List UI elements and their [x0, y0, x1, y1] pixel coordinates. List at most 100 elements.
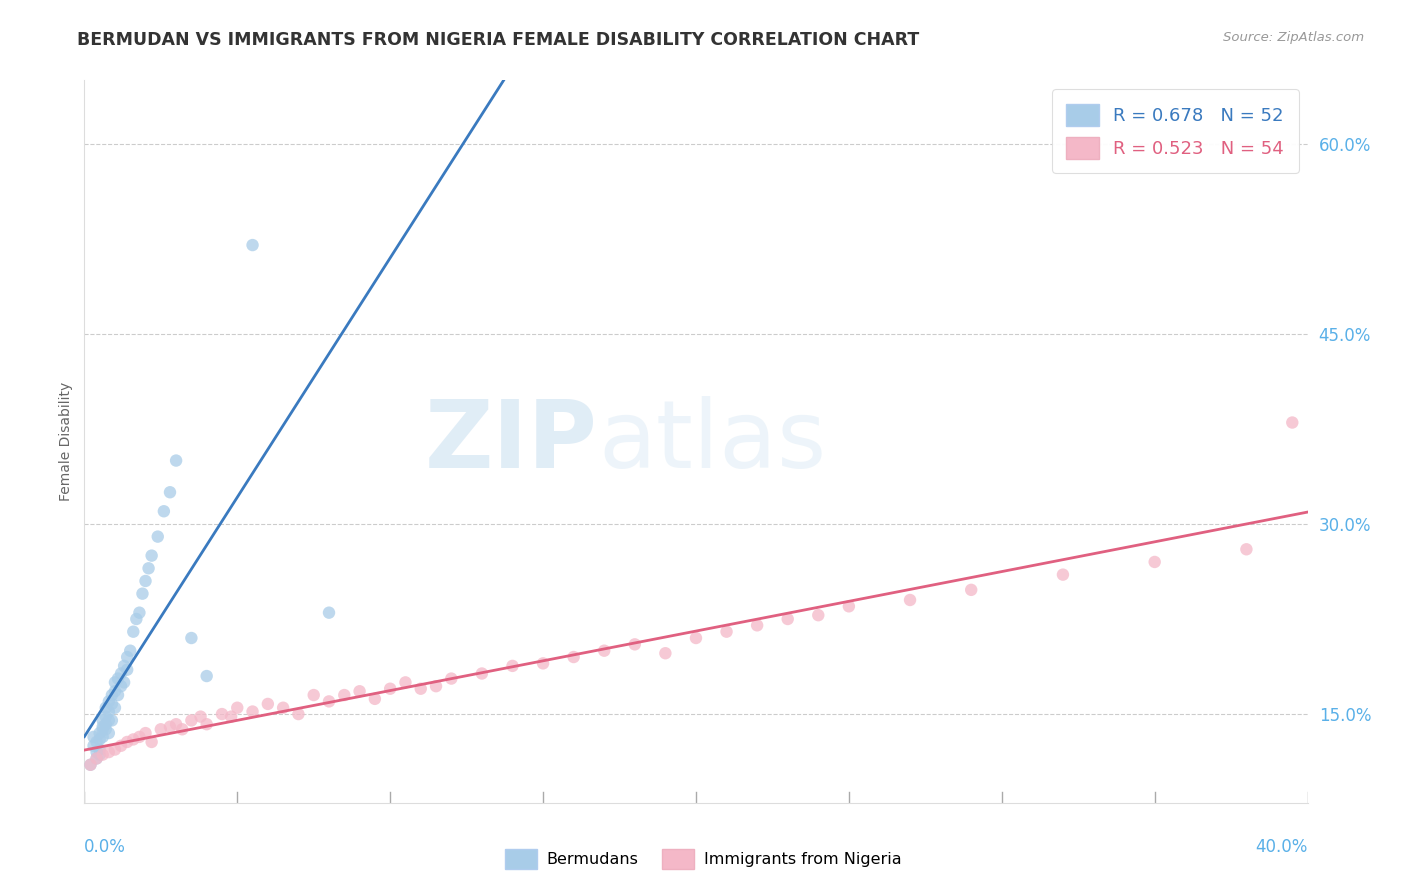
Point: [562, 650, 585, 665]
Point: [94, 717, 117, 731]
Point: [776, 612, 799, 626]
Point: [101, 697, 124, 711]
Point: [86, 751, 108, 765]
Point: [110, 679, 132, 693]
Point: [146, 530, 169, 544]
Point: [128, 730, 150, 744]
Text: ZIP: ZIP: [425, 395, 598, 488]
Text: 40.0%: 40.0%: [1256, 838, 1308, 856]
Point: [91, 723, 114, 737]
Point: [115, 735, 138, 749]
Point: [86, 751, 108, 765]
Point: [149, 723, 172, 737]
Point: [115, 663, 138, 677]
Point: [440, 672, 463, 686]
Point: [1236, 542, 1258, 557]
Point: [94, 709, 117, 723]
Point: [141, 735, 163, 749]
Point: [747, 618, 769, 632]
Point: [195, 717, 218, 731]
Point: [135, 726, 157, 740]
Point: [89, 726, 111, 740]
Point: [394, 675, 416, 690]
Point: [141, 549, 163, 563]
Point: [104, 700, 127, 714]
Point: [318, 694, 340, 708]
Point: [287, 707, 309, 722]
Point: [172, 723, 194, 737]
Point: [165, 453, 187, 467]
Point: [165, 717, 187, 731]
Point: [318, 606, 340, 620]
Point: [94, 723, 117, 737]
Point: [101, 714, 124, 728]
Point: [91, 730, 114, 744]
Point: [159, 485, 181, 500]
Point: [86, 735, 108, 749]
Point: [120, 643, 142, 657]
Text: 0.0%: 0.0%: [84, 838, 127, 856]
Point: [86, 745, 108, 759]
Point: [159, 720, 181, 734]
Point: [333, 688, 356, 702]
Point: [960, 582, 983, 597]
Point: [471, 666, 494, 681]
Point: [1143, 555, 1166, 569]
Text: BERMUDAN VS IMMIGRANTS FROM NIGERIA FEMALE DISABILITY CORRELATION CHART: BERMUDAN VS IMMIGRANTS FROM NIGERIA FEMA…: [77, 31, 920, 49]
Point: [79, 757, 101, 772]
Point: [89, 742, 111, 756]
Point: [107, 688, 129, 702]
Point: [94, 700, 117, 714]
Point: [716, 624, 738, 639]
Point: [242, 238, 264, 252]
Y-axis label: Female Disability: Female Disability: [59, 382, 73, 501]
Point: [122, 732, 145, 747]
Point: [1281, 416, 1303, 430]
Point: [195, 669, 218, 683]
Point: [89, 747, 111, 762]
Point: [97, 705, 120, 719]
Point: [125, 612, 148, 626]
Point: [302, 688, 325, 702]
Point: [104, 675, 127, 690]
Point: [409, 681, 432, 696]
Point: [211, 707, 233, 722]
Point: [654, 646, 676, 660]
Point: [97, 745, 120, 759]
Point: [101, 688, 124, 702]
Text: Source: ZipAtlas.com: Source: ZipAtlas.com: [1223, 31, 1364, 45]
Legend: Bermudans, Immigrants from Nigeria: Bermudans, Immigrants from Nigeria: [498, 843, 908, 875]
Point: [89, 732, 111, 747]
Point: [131, 587, 153, 601]
Point: [122, 624, 145, 639]
Point: [107, 672, 129, 686]
Point: [115, 650, 138, 665]
Point: [153, 504, 176, 518]
Point: [97, 694, 120, 708]
Point: [91, 714, 114, 728]
Point: [83, 730, 105, 744]
Point: [242, 705, 264, 719]
Point: [502, 659, 524, 673]
Point: [838, 599, 860, 614]
Point: [364, 691, 387, 706]
Point: [257, 697, 280, 711]
Point: [110, 739, 132, 753]
Point: [112, 659, 135, 673]
Point: [624, 637, 647, 651]
Legend: R = 0.678   N = 52, R = 0.523   N = 54: R = 0.678 N = 52, R = 0.523 N = 54: [1052, 89, 1299, 173]
Point: [138, 561, 160, 575]
Point: [380, 681, 402, 696]
Point: [135, 574, 157, 588]
Point: [425, 679, 447, 693]
Point: [104, 742, 127, 756]
Point: [97, 726, 120, 740]
Point: [685, 631, 707, 645]
Point: [180, 631, 202, 645]
Point: [219, 709, 242, 723]
Point: [1052, 567, 1074, 582]
Point: [190, 709, 212, 723]
Point: [593, 643, 616, 657]
Point: [110, 666, 132, 681]
Point: [226, 700, 249, 714]
